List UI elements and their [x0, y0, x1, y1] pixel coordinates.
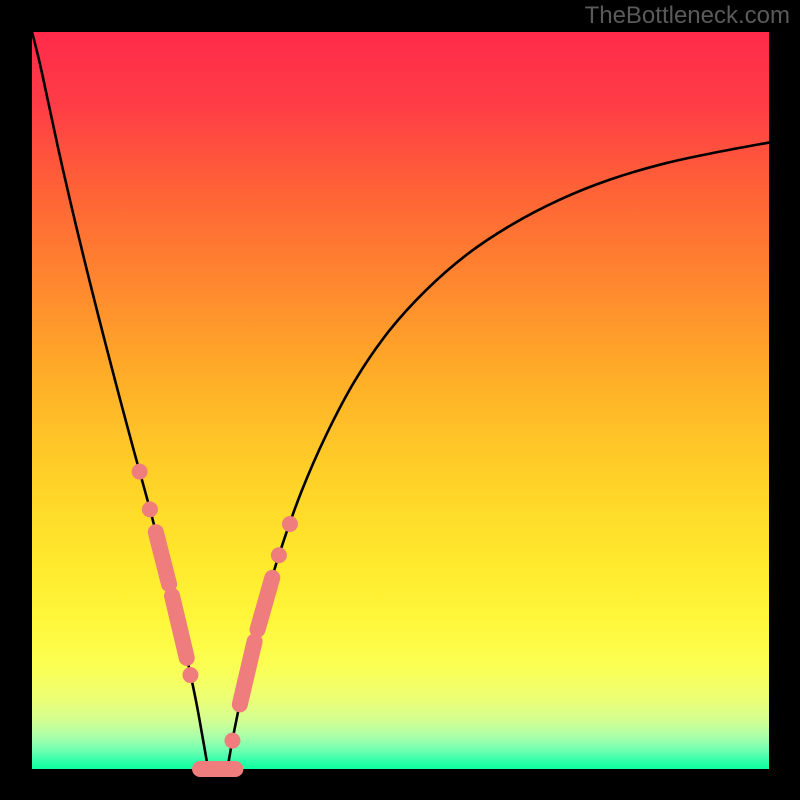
marker-dot — [282, 516, 298, 532]
marker-dot — [271, 547, 287, 563]
marker-dot — [224, 733, 240, 749]
marker-capsule — [172, 596, 187, 658]
marker-capsule — [156, 532, 169, 584]
marker-dot — [182, 667, 198, 683]
chart-stage: TheBottleneck.com — [0, 0, 800, 800]
watermark-text: TheBottleneck.com — [585, 2, 790, 30]
marker-capsule — [258, 578, 273, 630]
chart-overlay — [32, 32, 769, 769]
marker-dot — [142, 501, 158, 517]
marker-dot — [132, 464, 148, 480]
curve-segment — [227, 143, 769, 769]
marker-capsule — [240, 641, 255, 704]
plot-area — [32, 32, 769, 769]
